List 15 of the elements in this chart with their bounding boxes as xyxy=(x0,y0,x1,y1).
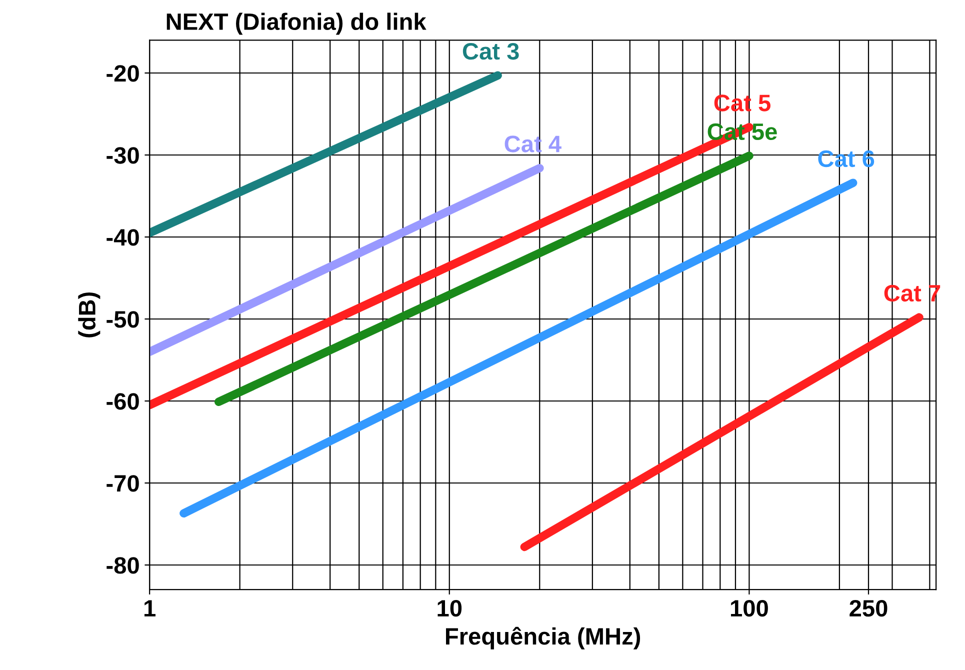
y-tick-label: -20 xyxy=(106,65,139,82)
y-tick-label: -50 xyxy=(106,311,139,328)
y-tick-label: -70 xyxy=(106,475,139,492)
chart-title: NEXT (Diafonia) do link xyxy=(166,12,426,35)
x-tick-label: 250 xyxy=(850,600,888,617)
series-label: Cat 3 xyxy=(462,42,519,60)
y-tick-label: -60 xyxy=(106,393,139,410)
x-tick-label: 1 xyxy=(144,600,156,616)
x-tick-label: 100 xyxy=(730,600,768,617)
x-axis-title: Frequência (MHz) xyxy=(446,626,640,650)
y-tick-label: -40 xyxy=(106,229,139,246)
y-axis-title: (dB) xyxy=(78,292,100,338)
x-tick-label: 10 xyxy=(438,600,462,617)
y-tick-label: -80 xyxy=(106,557,139,574)
y-tick-label: -30 xyxy=(106,147,139,164)
